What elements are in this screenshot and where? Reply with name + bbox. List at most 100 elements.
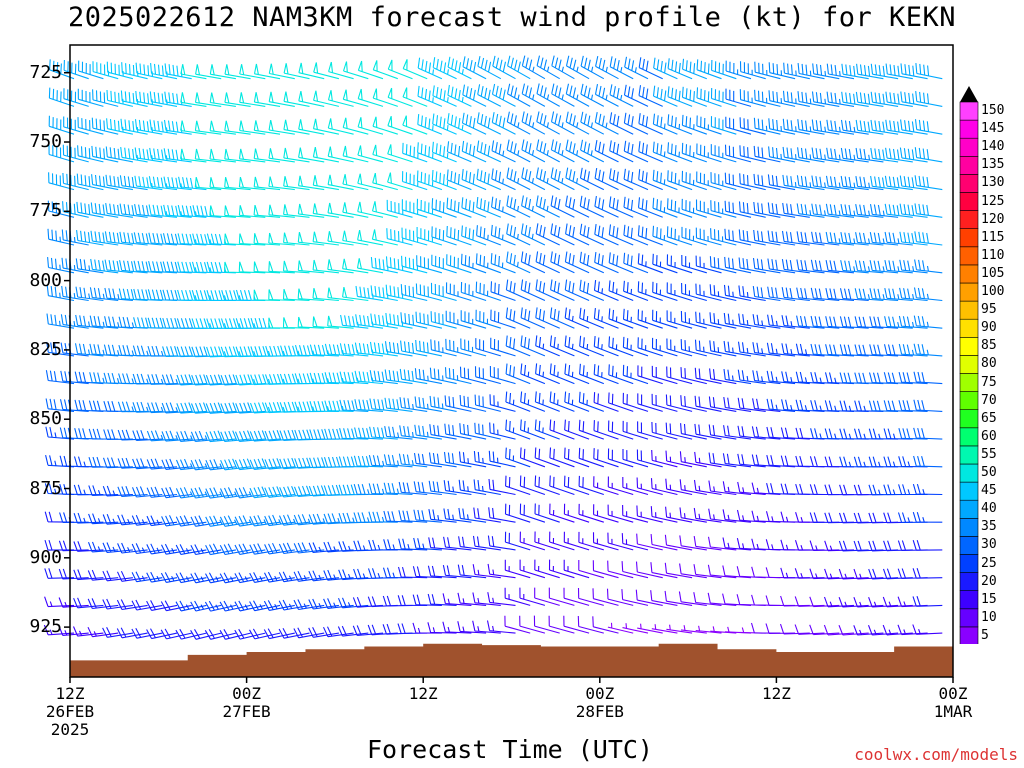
wind-barb (535, 167, 560, 191)
wind-barb (59, 512, 89, 523)
wind-barb (75, 314, 104, 329)
wind-barb (607, 622, 634, 634)
wind-barb (680, 339, 707, 357)
colorbar-swatch (959, 228, 979, 248)
credit-link[interactable]: coolwx.com/models (854, 745, 1018, 764)
colorbar-swatch (959, 481, 979, 501)
wind-barb (162, 289, 192, 302)
wind-barb (428, 480, 457, 496)
wind-barb (549, 363, 575, 385)
wind-barb (885, 119, 913, 135)
wind-barb (780, 427, 810, 440)
wind-barb (342, 145, 369, 163)
wind-barb (264, 402, 295, 414)
wind-barb (368, 511, 398, 523)
wind-barb (74, 428, 104, 440)
wind-barb (868, 400, 899, 412)
wind-barb (308, 626, 339, 638)
wind-barb (176, 430, 207, 442)
wind-barb (297, 203, 325, 218)
wind-barb (264, 514, 295, 527)
wind-barb (89, 343, 119, 357)
wind-barb (278, 514, 310, 526)
wind-barb (593, 280, 619, 302)
wind-barb (459, 423, 487, 440)
wind-barb (220, 374, 251, 386)
wind-barb (825, 231, 855, 246)
wind-barb (460, 281, 487, 302)
wind-barb (117, 542, 148, 554)
wind-barb (472, 620, 501, 634)
wind-barb (839, 344, 869, 357)
wind-barb (117, 514, 148, 526)
wind-barb (293, 514, 325, 526)
wind-barb (430, 282, 457, 302)
wind-barb (278, 571, 310, 583)
wind-barb (722, 593, 752, 606)
wind-barb (47, 257, 75, 274)
wind-barb (883, 540, 913, 552)
wind-barb (855, 176, 884, 191)
wind-barb (898, 400, 928, 412)
wind-barb (736, 509, 766, 523)
y-tick-label: 725 (29, 61, 62, 83)
wind-barb (709, 284, 737, 302)
wind-barb (679, 563, 707, 579)
wind-barb (593, 392, 619, 412)
colorbar-label: 150 (981, 103, 1005, 118)
wind-barb (133, 232, 163, 246)
wind-barb (753, 145, 781, 163)
wind-barb (327, 146, 354, 163)
wind-barb (666, 282, 693, 302)
wind-barb (868, 372, 899, 385)
wind-barb (283, 91, 310, 107)
wind-barb (338, 541, 369, 552)
wind-barb (694, 451, 722, 468)
wind-barb (146, 515, 178, 527)
wind-barb (476, 225, 501, 246)
wind-barb (711, 59, 737, 80)
wind-barb (195, 64, 222, 80)
wind-barb (607, 448, 634, 468)
wind-barb (838, 625, 869, 636)
wind-barb (782, 90, 810, 107)
wind-barb (76, 201, 104, 218)
wind-barb (550, 223, 575, 246)
wind-barb (565, 111, 590, 135)
wind-barb (753, 173, 781, 191)
wind-barb (219, 487, 251, 499)
wind-barb (432, 113, 457, 135)
wind-barb (738, 229, 766, 246)
wind-barb (737, 481, 766, 496)
colorbar-label: 45 (981, 483, 997, 499)
wind-barb (353, 540, 384, 552)
wind-barb (412, 594, 442, 606)
wind-barb (839, 288, 869, 302)
wind-barb (578, 447, 604, 468)
wind-barb (382, 623, 413, 635)
wind-barb (897, 624, 928, 636)
wind-barb (427, 565, 457, 579)
y-tick-label: 750 (29, 131, 62, 153)
wind-barb (535, 335, 560, 357)
wind-barb (779, 623, 810, 635)
wind-barb (148, 204, 178, 218)
wind-barb (754, 89, 781, 107)
wind-barb (856, 63, 884, 80)
wind-barb (899, 287, 928, 302)
wind-barb (912, 624, 943, 635)
wind-barb (402, 87, 428, 107)
wind-barb (650, 506, 678, 523)
wind-barb (313, 90, 340, 107)
wind-barb (652, 113, 678, 135)
wind-barb (102, 626, 133, 638)
wind-barb (338, 456, 369, 468)
wind-barb (722, 537, 752, 551)
wind-barb (457, 592, 487, 606)
wind-barb (428, 508, 457, 523)
wind-barb (473, 451, 501, 468)
wind-barb (782, 118, 810, 135)
wind-barb (681, 86, 707, 107)
wind-barb (327, 118, 354, 135)
wind-barb (177, 233, 207, 246)
